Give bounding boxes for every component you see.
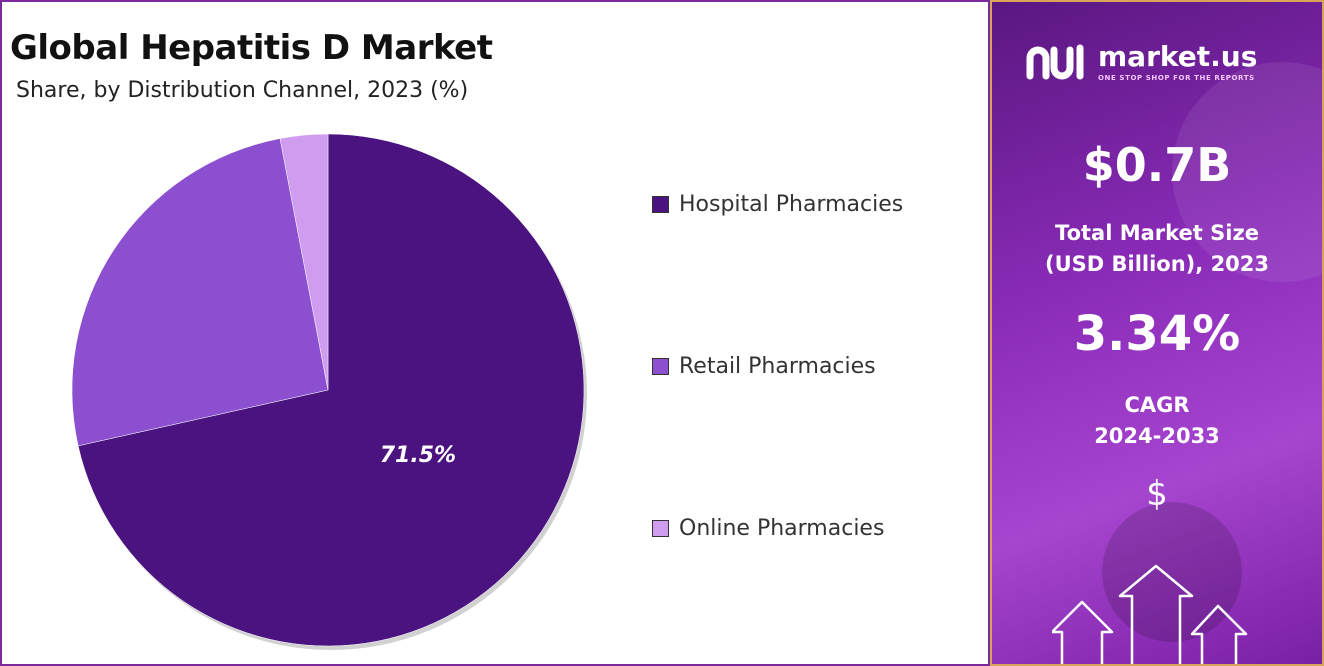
cagr-value: 3.34% — [1073, 306, 1241, 362]
dollar-sign-icon: $ — [1146, 474, 1168, 514]
summary-panel: market.us ONE STOP SHOP FOR THE REPORTS … — [990, 0, 1324, 666]
market-size-label-line1: Total Market Size — [1055, 221, 1259, 245]
growth-arrows-icon — [1052, 564, 1248, 664]
cagr-label-line2: 2024-2033 — [1094, 424, 1220, 448]
cagr-label-line1: CAGR — [1124, 393, 1190, 417]
pie-slice-online — [279, 133, 329, 391]
market-us-logo-icon — [1026, 44, 1084, 80]
pie-data-label-hospital: 71.5% — [380, 443, 456, 468]
legend-label-hospital: Hospital Pharmacies — [679, 192, 904, 217]
legend-item-hospital: Hospital Pharmacies — [652, 192, 903, 217]
legend-swatch-retail — [652, 358, 669, 375]
legend-item-retail: Retail Pharmacies — [652, 354, 876, 379]
legend-swatch-hospital — [652, 196, 669, 213]
coffee-cup-decoration — [1102, 502, 1242, 642]
legend-swatch-online — [652, 520, 669, 537]
legend-item-online: Online Pharmacies — [652, 516, 884, 541]
chart-subtitle: Share, by Distribution Channel, 2023 (%) — [16, 78, 469, 103]
market-size-label-line2: (USD Billion), 2023 — [1044, 252, 1270, 276]
brand-logo: market.us ONE STOP SHOP FOR THE REPORTS — [1026, 42, 1257, 82]
legend-label-retail: Retail Pharmacies — [679, 354, 876, 379]
brand-tagline: ONE STOP SHOP FOR THE REPORTS — [1098, 73, 1255, 82]
brand-name: market.us — [1098, 39, 1258, 73]
market-size-value: $0.7B — [1082, 138, 1232, 192]
chart-panel: Global Hepatitis D Market Share, by Dist… — [0, 0, 990, 666]
pie-chart: 71.5% — [71, 133, 587, 650]
pie-slice-hospital — [77, 133, 585, 647]
legend-label-online: Online Pharmacies — [679, 516, 885, 541]
pie-slice-retail — [71, 138, 329, 447]
chart-title: Global Hepatitis D Market — [10, 28, 493, 68]
